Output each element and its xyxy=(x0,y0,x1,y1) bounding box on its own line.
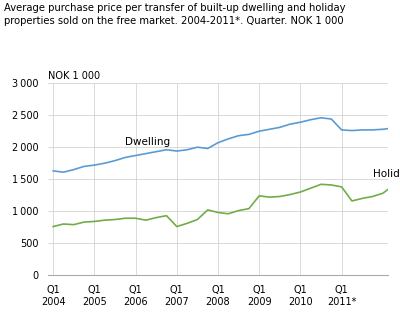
Text: Dwelling: Dwelling xyxy=(125,137,170,147)
Text: Holiday: Holiday xyxy=(372,169,400,179)
Text: Average purchase price per transfer of built-up dwelling and holiday
properties : Average purchase price per transfer of b… xyxy=(4,3,346,26)
Text: NOK 1 000: NOK 1 000 xyxy=(48,71,100,81)
